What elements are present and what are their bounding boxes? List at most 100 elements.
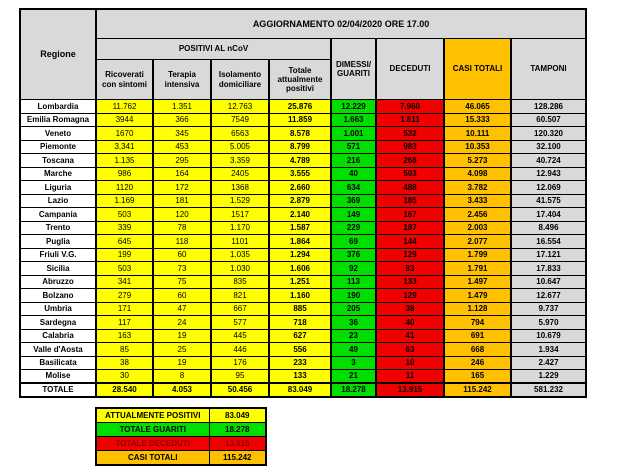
region-name-cell: Abruzzo (19, 274, 97, 289)
tamponi-cell: 17.121 (509, 247, 588, 262)
terapia-intensiva-cell: 118 (152, 234, 212, 249)
dimessi-guariti-cell: 23 (330, 328, 377, 343)
summary-value: 115.242 (208, 450, 267, 466)
region-name-cell: Puglia (19, 234, 97, 249)
summary-label: TOTALE DECEDUTI (95, 436, 210, 451)
terapia-intensiva-cell: 453 (152, 139, 212, 154)
terapia-intensiva-cell: 24 (152, 315, 212, 330)
region-name-cell: Calabria (19, 328, 97, 343)
tamponi-cell: 41.575 (509, 193, 588, 208)
region-name-cell: Lombardia (19, 99, 97, 114)
ricoverati-cell: 163 (95, 328, 154, 343)
totale-positivi-cell: 25.876 (268, 99, 332, 114)
dimessi-guariti-cell: 376 (330, 247, 377, 262)
tamponi-cell: 32.100 (509, 139, 588, 154)
tamponi-cell: 12.069 (509, 180, 588, 195)
summary-table: ATTUALMENTE POSITIVI 83.049 TOTALE GUARITI… (95, 407, 267, 466)
terapia-intensiva-cell: 295 (152, 153, 212, 168)
deceduti-cell: 40 (375, 315, 445, 330)
terapia-intensiva-cell: 1.351 (152, 99, 212, 114)
dimessi-guariti-cell: 113 (330, 274, 377, 289)
casi-totali-cell: 3.782 (443, 180, 512, 195)
table-row: Piemonte 3.341 453 5.005 8.799 571 983 10.353 32… (19, 139, 588, 154)
summary-table-body: ATTUALMENTE POSITIVI 83.049 TOTALE GUARITI… (95, 407, 267, 466)
tamponi-cell: 16.554 (509, 234, 588, 249)
terapia-intensiva-cell: 164 (152, 166, 212, 181)
casi-totali-cell: 668 (443, 342, 512, 357)
isolamento-cell: 50.456 (210, 382, 270, 397)
ricoverati-cell: 3944 (95, 112, 154, 127)
tamponi-cell: 12.677 (509, 288, 588, 303)
ricoverati-cell: 339 (95, 220, 154, 235)
ricoverati-cell: 341 (95, 274, 154, 289)
totale-positivi-cell: 133 (268, 369, 332, 384)
ricoverati-cell: 1.169 (95, 193, 154, 208)
isolamento-cell: 3.359 (210, 153, 270, 168)
casi-totali-cell: 10.353 (443, 139, 512, 154)
casi-totali-cell: 691 (443, 328, 512, 343)
table-row: Abruzzo 341 75 835 1.251 113 133 1.497 10.647 (19, 274, 588, 289)
table-row: Toscana 1.135 295 3.359 4.789 216 268 5.273 40.7… (19, 153, 588, 168)
dimessi-guariti-cell: 1.001 (330, 126, 377, 141)
isolamento-cell: 12.763 (210, 99, 270, 114)
casi-totali-cell: 115.242 (443, 382, 512, 397)
casi-totali-cell: 2.077 (443, 234, 512, 249)
table-row: Trento 339 78 1.170 1.587 229 187 2.003 8.496 (19, 220, 588, 235)
table-row: Puglia 645 118 1101 1.864 69 144 2.077 16.554 (19, 234, 588, 249)
dimessi-guariti-cell: 634 (330, 180, 377, 195)
terapia-intensiva-cell: 25 (152, 342, 212, 357)
isolamento-cell: 446 (210, 342, 270, 357)
ricoverati-cell: 503 (95, 261, 154, 276)
table-row: Molise 30 8 95 133 21 11 165 1.229 (19, 369, 588, 384)
deceduti-cell: 983 (375, 139, 445, 154)
ricoverati-cell: 279 (95, 288, 154, 303)
isolamento-cell: 7549 (210, 112, 270, 127)
isolamento-cell: 577 (210, 315, 270, 330)
deceduti-cell: 10 (375, 355, 445, 370)
terapia-intensiva-cell: 172 (152, 180, 212, 195)
region-name-cell: Sardegna (19, 315, 97, 330)
isolamento-cell: 6563 (210, 126, 270, 141)
summary-label: CASI TOTALI (95, 450, 210, 466)
ricoverati-cell: 171 (95, 301, 154, 316)
deceduti-cell: 93 (375, 261, 445, 276)
dimessi-guariti-cell: 3 (330, 355, 377, 370)
dimessi-guariti-cell: 229 (330, 220, 377, 235)
terapia-intensiva-cell: 73 (152, 261, 212, 276)
dimessi-guariti-cell: 571 (330, 139, 377, 154)
table-body: Lombardia 11.762 1.351 12.763 25.876 12.229 7.… (19, 99, 588, 397)
dimessi-guariti-cell: 190 (330, 288, 377, 303)
region-name-cell: Basilicata (19, 355, 97, 370)
terapia-intensiva-cell: 75 (152, 274, 212, 289)
deceduti-cell: 133 (375, 274, 445, 289)
terapia-intensiva-cell: 60 (152, 288, 212, 303)
isolamento-cell: 1.170 (210, 220, 270, 235)
region-name-cell: Lazio (19, 193, 97, 208)
totale-positivi-cell: 1.864 (268, 234, 332, 249)
isolamento-cell: 2405 (210, 166, 270, 181)
terapia-intensiva-cell: 47 (152, 301, 212, 316)
dimessi-guariti-cell: 149 (330, 207, 377, 222)
region-name-cell: Molise (19, 369, 97, 384)
deceduti-cell: 38 (375, 301, 445, 316)
casi-totali-cell: 246 (443, 355, 512, 370)
region-name-cell: Umbria (19, 301, 97, 316)
dimessi-guariti-cell: 18.278 (330, 382, 377, 397)
ricoverati-cell: 503 (95, 207, 154, 222)
casi-totali-cell: 2.456 (443, 207, 512, 222)
isolamento-cell: 1.529 (210, 193, 270, 208)
dimessi-guariti-cell: 1.663 (330, 112, 377, 127)
isolamento-cell: 445 (210, 328, 270, 343)
isolamento-cell: 667 (210, 301, 270, 316)
region-name-cell: Liguria (19, 180, 97, 195)
ricoverati-cell: 986 (95, 166, 154, 181)
table-row: Lombardia 11.762 1.351 12.763 25.876 12.229 7.… (19, 99, 588, 114)
table-row: Campania 503 120 1517 2.140 149 167 2.456 17.404 (19, 207, 588, 222)
totale-positivi-cell: 1.251 (268, 274, 332, 289)
deceduti-cell: 144 (375, 234, 445, 249)
terapia-intensiva-cell: 366 (152, 112, 212, 127)
dimessi-guariti-cell: 36 (330, 315, 377, 330)
ricoverati-cell: 199 (95, 247, 154, 262)
deceduti-cell: 532 (375, 126, 445, 141)
dimessi-guariti-cell: 21 (330, 369, 377, 384)
